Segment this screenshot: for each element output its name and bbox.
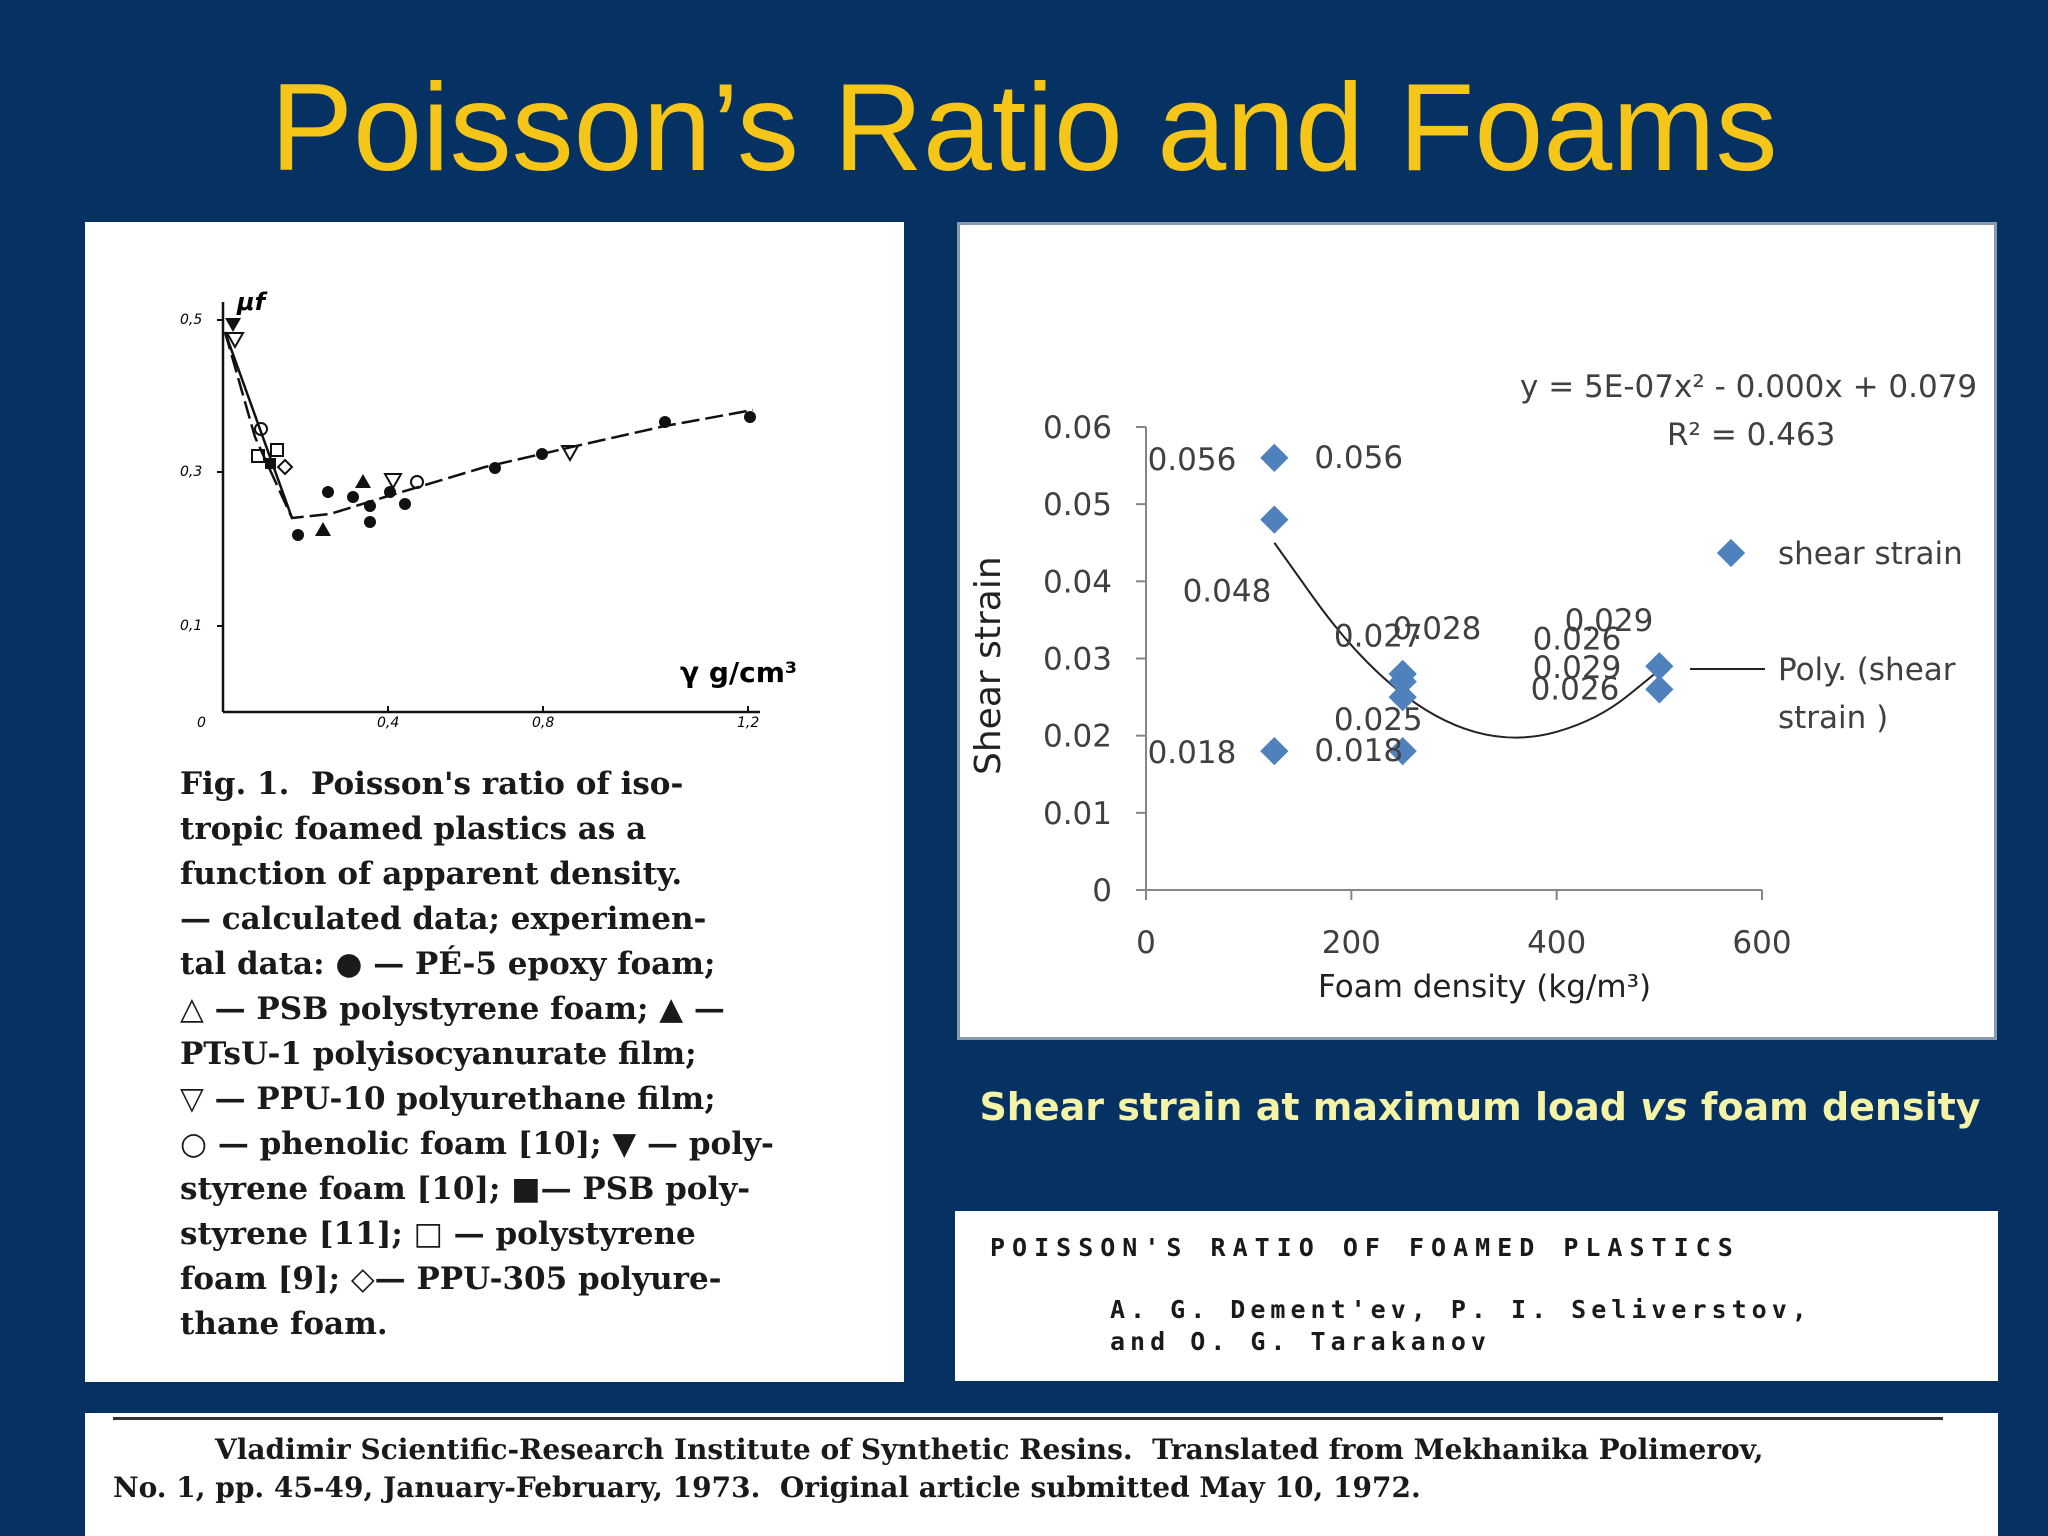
scatter-chart-panel: 0 0.01 0.02 0.03 0.04 0.05 0.06 0 200 400 600 0.05… (957, 222, 1997, 1040)
poisson-ratio-figure: μf γ g/cm³ 0,5 0,3 0,1 0 0,4 0,8 1,2 (180, 288, 797, 731)
figure-caption-line: Fig. 1. Poisson's ratio of iso- (180, 766, 684, 802)
data-point (1645, 675, 1674, 704)
x-tick-label: 600 (1732, 925, 1791, 961)
slide-title: Poisson’s Ratio and Foams (270, 59, 1778, 197)
data-label: 0.018 (1148, 735, 1237, 771)
y-tick-label: 0 (1092, 873, 1112, 909)
figure-caption-line: ▽ — PPU-10 polyurethane film; (180, 1081, 716, 1117)
figure-caption: Fig. 1. Poisson's ratio of iso-tropic fo… (180, 762, 880, 1347)
figure-x-tick: 0 (197, 715, 206, 731)
reference-panel: POISSON'S RATIO OF FOAMED PLASTICS A. G.… (955, 1211, 1998, 1381)
data-point (1645, 652, 1674, 681)
data-label: 0.028 (1393, 611, 1482, 647)
figure-y-tick: 0,5 (180, 312, 202, 328)
reference-authors-line1: A. G. Dement'ev, P. I. Seliverstov, (1110, 1295, 1812, 1324)
data-label: 0.048 (1183, 574, 1272, 610)
data-point (1260, 505, 1289, 534)
data-label: 0.029 (1533, 650, 1622, 686)
data-point (1388, 682, 1417, 712)
legend-label-shear-strain: shear strain (1778, 536, 1963, 572)
caption-part-3: foam density (1687, 1085, 1981, 1129)
caption-vs: vs (1640, 1085, 1688, 1129)
scanned-figure-panel: μf γ g/cm³ 0,5 0,3 0,1 0 0,4 0,8 1,2 (85, 222, 904, 1382)
y-tick-label: 0.05 (1043, 487, 1112, 523)
y-tick-label: 0.01 (1043, 796, 1112, 832)
footnote-rule (113, 1417, 1943, 1420)
x-tick-label: 400 (1527, 925, 1586, 961)
figure-x-label: γ g/cm³ (680, 656, 797, 689)
figure-x-tick: 0,4 (377, 715, 399, 731)
figure-caption-line: thane foam. (180, 1306, 388, 1342)
x-tick-label: 200 (1322, 925, 1381, 961)
figure-experimental-markers (225, 318, 756, 541)
data-label: 0.026 (1533, 621, 1622, 657)
data-label: 0.025 (1334, 702, 1423, 738)
footnote-line1: Vladimir Scientific-Research Institute o… (215, 1433, 1764, 1466)
figure-caption-line: △ — PSB polystyrene foam; ▲ — (180, 991, 725, 1027)
y-tick-label: 0.06 (1043, 410, 1112, 446)
data-point (1260, 443, 1289, 473)
figure-caption-line: ○ — phenolic foam [10]; ▼ — poly- (180, 1126, 774, 1162)
y-axis-title: Shear strain (968, 556, 1009, 775)
data-label: 0.029 (1565, 603, 1654, 639)
figure-caption-line: — calculated data; experimen- (180, 901, 707, 937)
x-tick-label: 0 (1136, 925, 1156, 961)
figure-calculated-curve (223, 331, 754, 520)
figure-y-tick: 0,3 (180, 464, 202, 480)
data-label: 0.027 (1334, 619, 1423, 655)
figure-x-tick: 1,2 (737, 715, 759, 731)
data-label: 0.056 (1148, 442, 1237, 478)
figure-caption-line: tal data: ● — PÉ-5 epoxy foam; (180, 946, 716, 982)
figure-x-tick: 0,8 (532, 715, 554, 731)
y-tick-label: 0.03 (1043, 642, 1112, 678)
reference-title: POISSON'S RATIO OF FOAMED PLASTICS (990, 1233, 1740, 1262)
trendline-r-squared: R² = 0.463 (1667, 417, 1835, 453)
figure-caption-line: styrene [11]; □ — polystyrene (180, 1216, 696, 1252)
data-point (1388, 736, 1417, 766)
figure-caption-line: tropic foamed plastics as a (180, 811, 647, 847)
x-axis-title: Foam density (kg/m³) (1318, 969, 1651, 1005)
trendline-curve (1273, 542, 1660, 739)
chart-caption: Shear strain at maximum load vs foam den… (940, 1085, 2020, 1129)
footnote-panel: Vladimir Scientific-Research Institute o… (85, 1413, 1998, 1536)
figure-caption-line: foam [9]; ◇— PPU-305 polyure- (180, 1261, 722, 1297)
legend-label-poly-cont: strain ) (1778, 700, 1888, 736)
figure-caption-line: PTsU-1 polyisocyanurate film; (180, 1036, 697, 1072)
footnote-line2: No. 1, pp. 45-49, January-February, 1973… (113, 1471, 1421, 1504)
data-point (1388, 667, 1417, 696)
figure-y-symbol: μf (236, 288, 268, 316)
y-tick-label: 0.02 (1043, 719, 1112, 755)
data-label: 0.056 (1314, 440, 1403, 476)
data-label: 0.018 (1314, 733, 1403, 769)
figure-caption-line: function of apparent density. (180, 856, 683, 892)
trendline-equation: y = 5E-07x² - 0.000x + 0.079 (1520, 369, 1977, 405)
reference-authors-line2: and O. G. Tarakanov (1110, 1327, 1491, 1356)
data-point (1260, 736, 1289, 766)
figure-caption-line: styrene foam [10]; ■— PSB poly- (180, 1171, 751, 1207)
data-label: 0.026 (1531, 671, 1620, 707)
y-tick-label: 0.04 (1043, 564, 1112, 600)
legend-label-poly: Poly. (shear (1778, 652, 1956, 688)
caption-part-1: Shear strain at maximum load (979, 1085, 1641, 1129)
figure-y-tick: 0,1 (180, 618, 202, 634)
legend-marker-shear-strain (1716, 538, 1746, 568)
shear-strain-chart: 0 0.01 0.02 0.03 0.04 0.05 0.06 0 200 400 600 0.05… (968, 369, 1977, 1005)
